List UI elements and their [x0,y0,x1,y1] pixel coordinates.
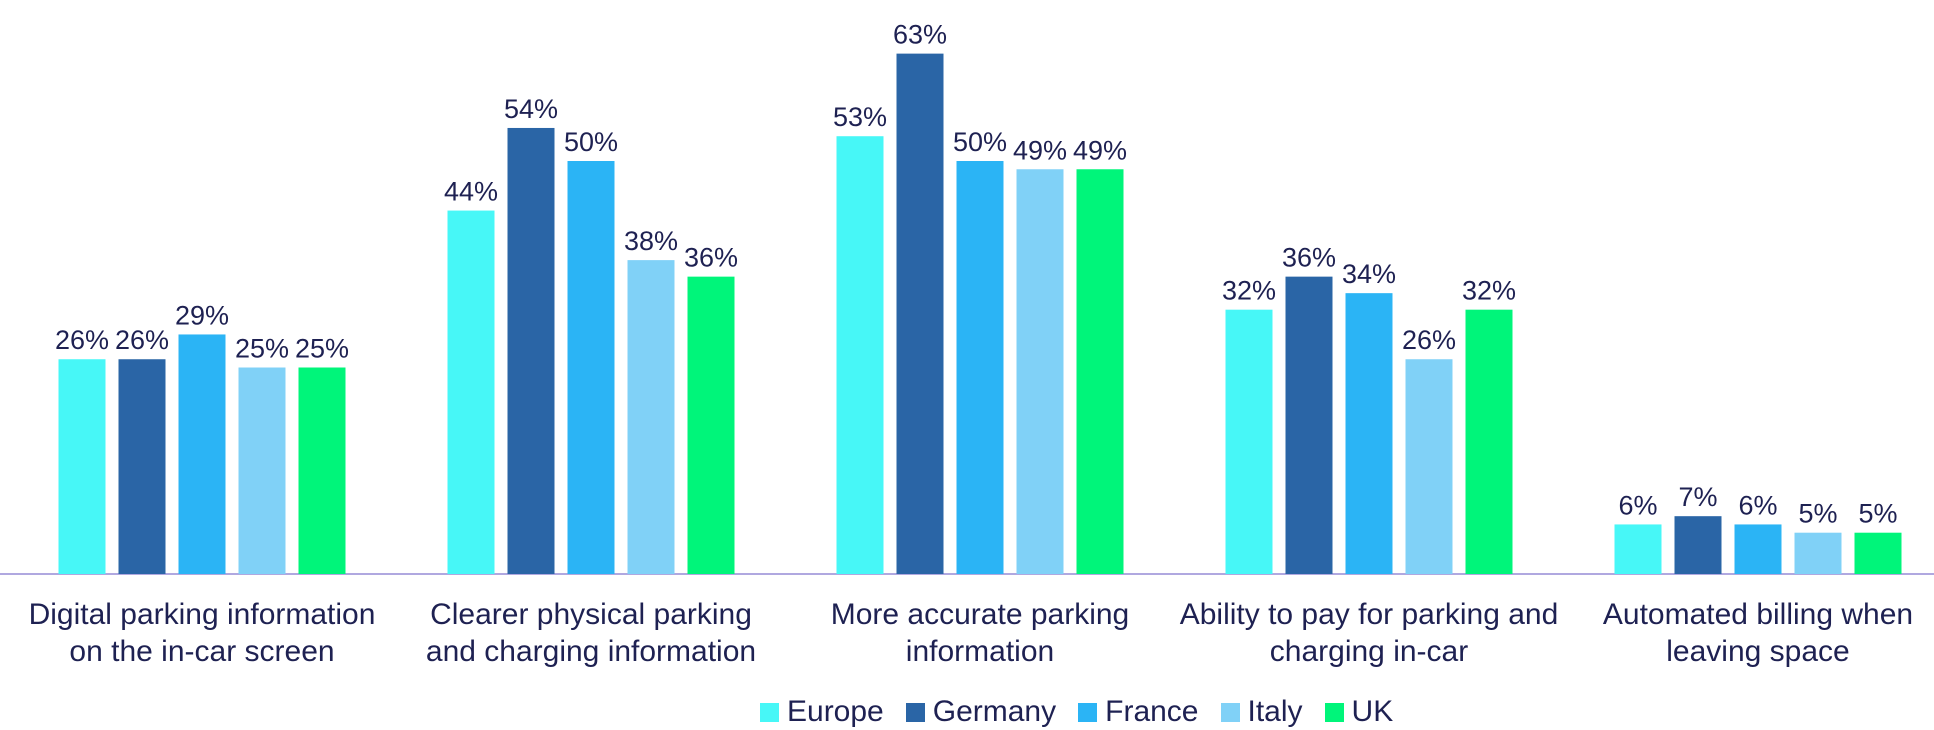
legend-label: UK [1351,695,1394,728]
value-label: 29% [175,300,229,330]
bar [956,161,1004,574]
bar [687,276,735,574]
legend-item: Europe [760,695,884,729]
bar [567,161,615,574]
bar [298,367,346,574]
legend-label: Europe [787,695,884,728]
legend-label: Italy [1247,695,1303,728]
legend-swatch [1324,702,1344,722]
value-label: 5% [1798,499,1837,529]
bar [1285,276,1333,574]
bar [118,359,166,574]
legend-item: UK [1324,695,1394,729]
legend-item: Germany [905,695,1057,729]
value-label: 63% [893,20,947,50]
value-label: 25% [295,334,349,364]
bar [1016,169,1064,574]
value-label: 5% [1858,499,1897,529]
value-label: 36% [1282,243,1336,273]
bar [627,260,675,574]
bar [1405,359,1453,574]
bar [178,334,226,574]
bar [507,127,555,575]
category-label: More accurate parking information [830,598,1130,668]
value-label: 25% [235,334,289,364]
value-label: 6% [1618,490,1657,520]
bar [1345,293,1393,574]
value-label: 32% [1222,276,1276,306]
bar [836,136,884,574]
bar [1734,524,1782,574]
bar [1465,309,1513,574]
value-label: 26% [55,325,109,355]
bar [447,210,495,574]
value-label: 6% [1738,490,1777,520]
value-label: 49% [1073,135,1127,165]
value-label: 26% [1402,325,1456,355]
value-label: 38% [624,226,678,256]
category-label: Digital parking information on the in-ca… [28,598,376,668]
legend-label: France [1105,695,1199,728]
value-label: 26% [115,325,169,355]
legend-label: Germany [932,695,1057,728]
value-label: 7% [1678,482,1717,512]
legend-swatch [905,702,925,722]
value-label: 32% [1462,276,1516,306]
category-label: Clearer physical parking and charging in… [425,598,757,668]
value-label: 34% [1342,259,1396,289]
value-label: 44% [444,177,498,207]
value-label: 50% [953,127,1007,157]
value-label: 49% [1013,135,1067,165]
value-label: 53% [833,102,887,132]
legend-item: Italy [1220,695,1303,729]
legend-swatch [760,702,779,722]
bar [1076,169,1124,574]
bar [58,359,106,574]
category-label: Automated billing when leaving space [1602,598,1914,668]
bar [1854,532,1902,574]
bar [1794,532,1842,574]
value-label: 54% [504,94,558,124]
value-label: 50% [564,127,618,157]
category-label: Ability to pay for parking and charging … [1179,598,1559,668]
legend-item: France [1078,695,1199,729]
bar [1225,309,1273,574]
bar [896,53,944,575]
bar [1614,524,1662,574]
legend-swatch [1078,702,1098,722]
bar [238,367,286,574]
bar [1674,516,1722,574]
legend: Europe Germany France Italy UK [760,695,1393,729]
value-label: 36% [684,243,738,273]
legend-swatch [1220,702,1240,722]
